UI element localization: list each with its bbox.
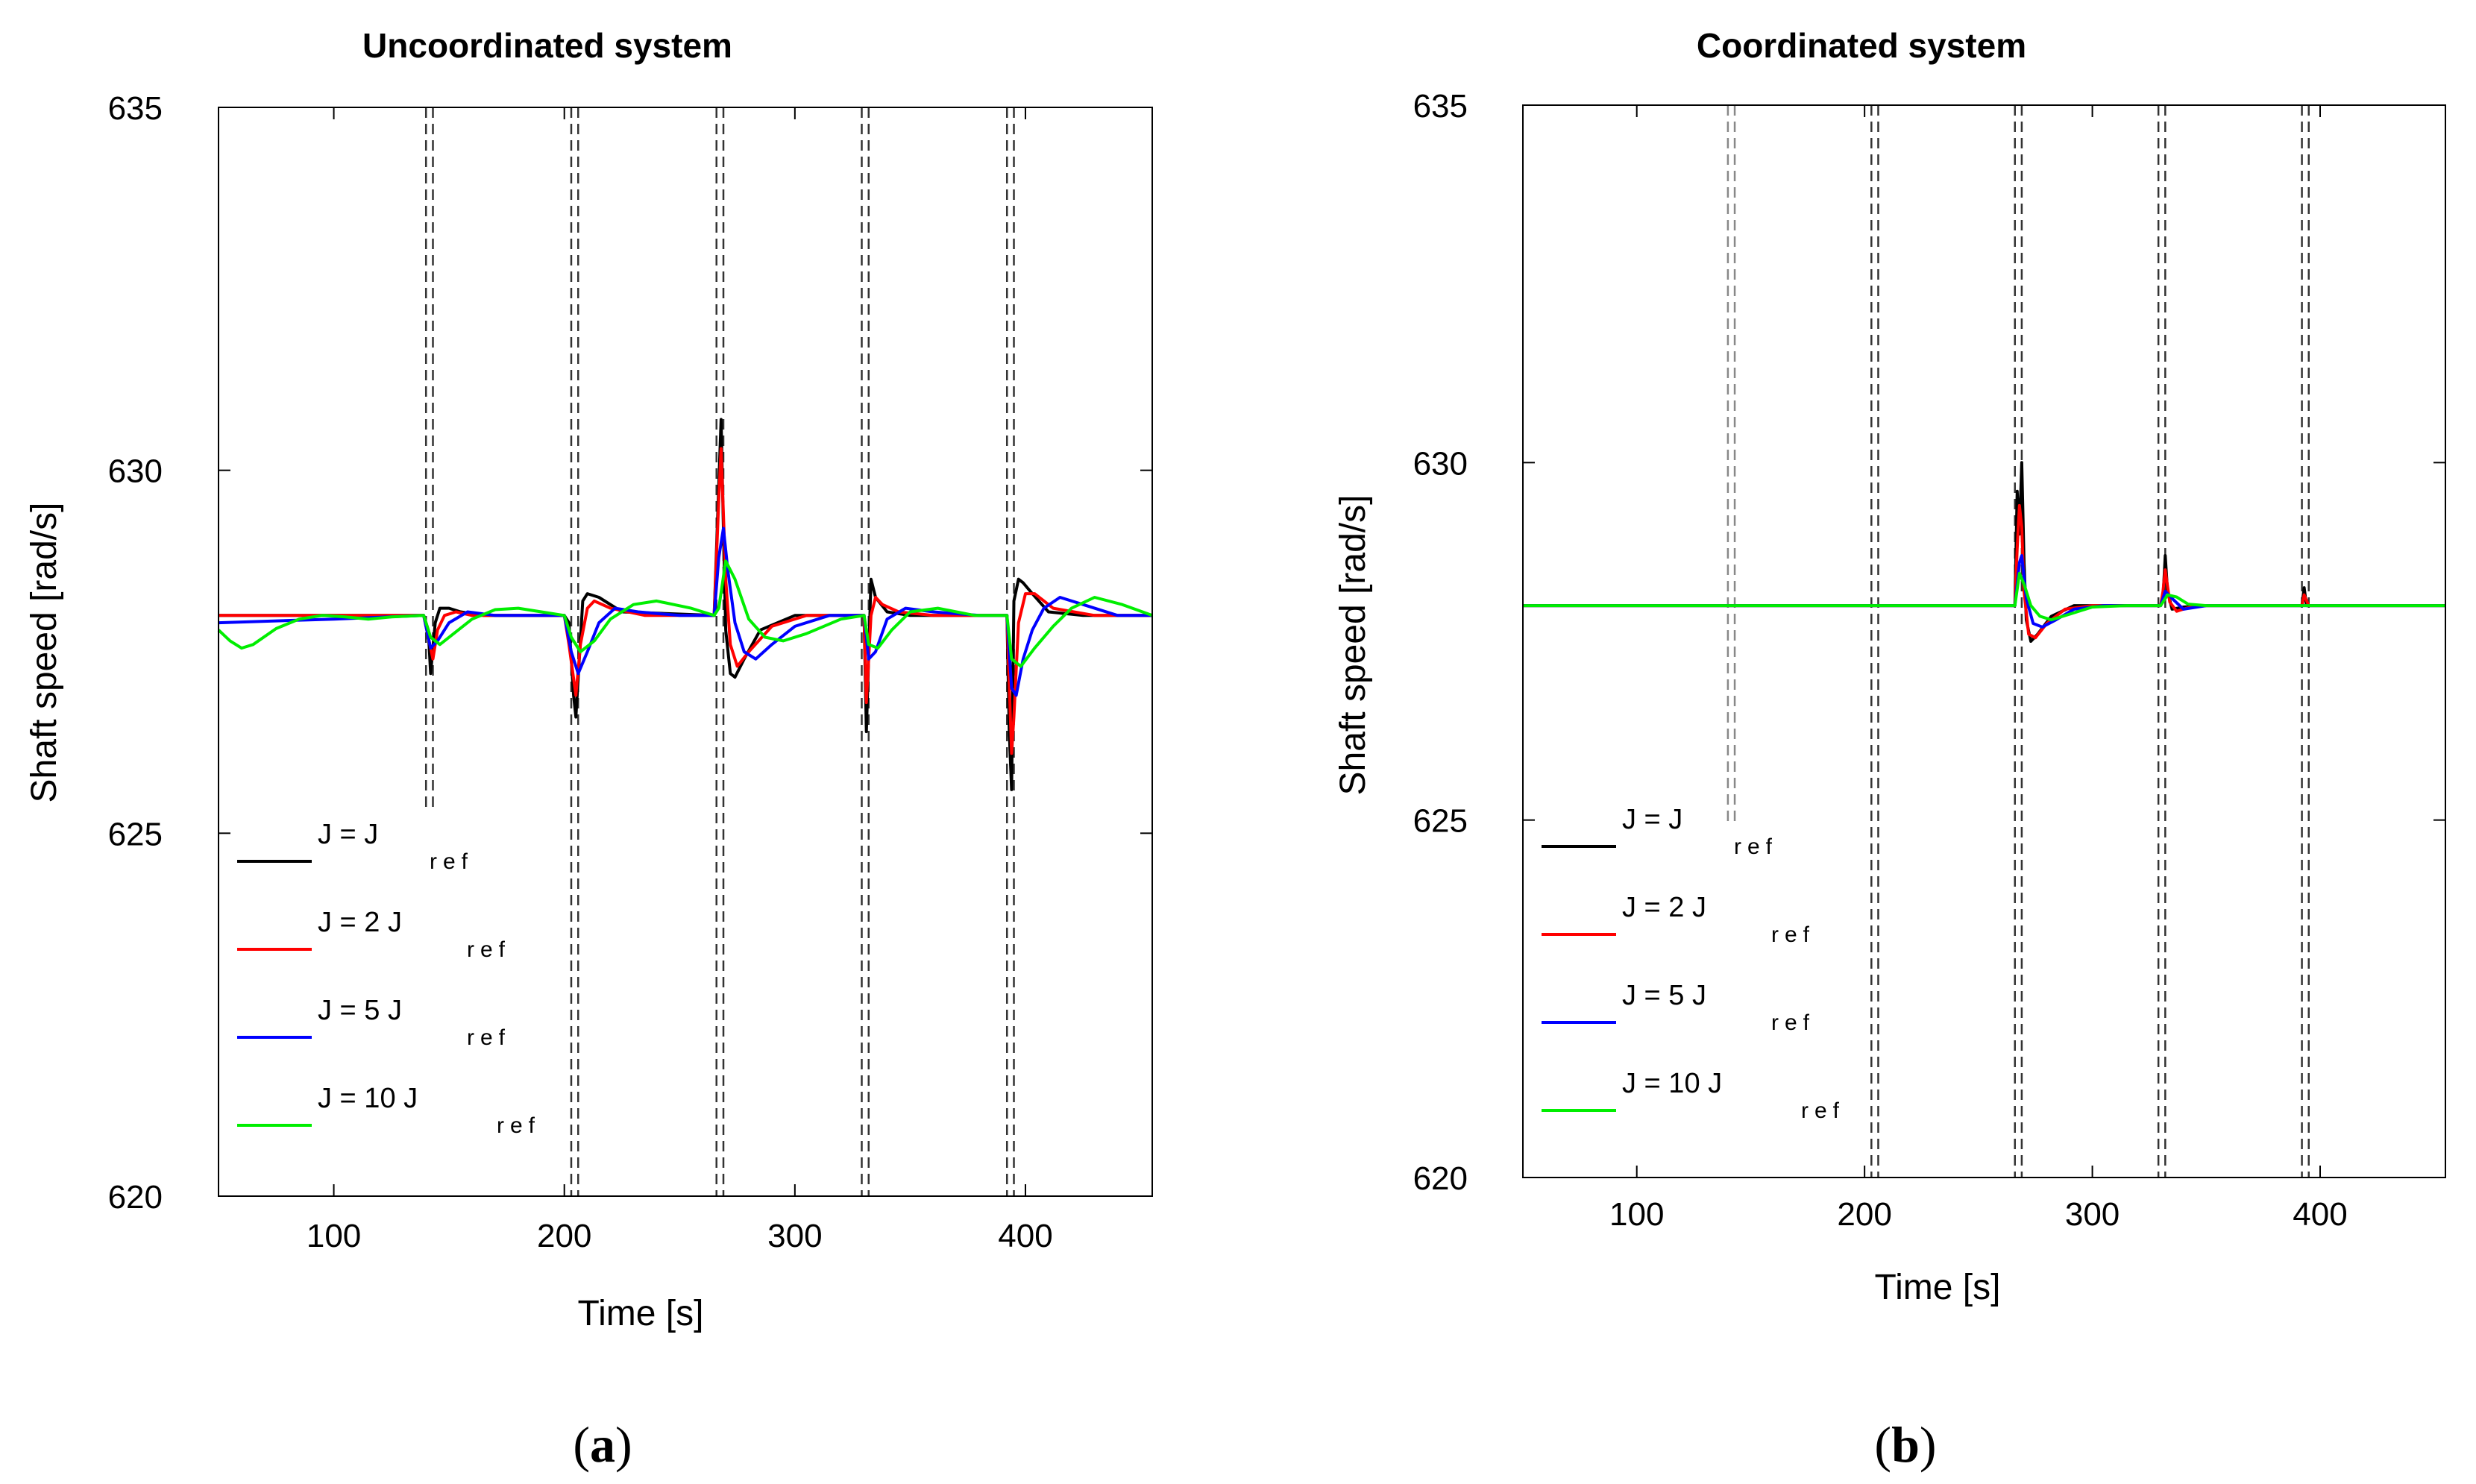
chart-title: Uncoordinated system [362,26,732,65]
series-line [1523,571,2445,622]
legend-label: J = 2 J [318,907,402,938]
x-axis-label: Time [s] [1875,1268,2001,1307]
x-axis-label: Time [s] [578,1294,704,1333]
series-line [219,447,1152,755]
chart-title: Coordinated system [1697,26,2026,65]
y-tick-label: 620 [108,1179,163,1216]
y-tick-label: 635 [108,90,163,127]
legend-subscript: ref [1734,834,1778,859]
y-tick-label: 625 [1413,803,1468,840]
legend-label: J = J [1622,804,1682,835]
legend-label: J = 10 J [318,1083,418,1114]
legend-subscript: ref [467,937,511,962]
x-tick-label: 200 [1837,1196,1891,1233]
legend-subscript: ref [467,1025,511,1050]
legend-label: J = 5 J [1622,980,1706,1011]
y-tick-label: 630 [1413,445,1468,482]
series-line [1523,461,2445,643]
y-tick-label: 635 [1413,88,1468,125]
panel-letter: a [590,1416,615,1473]
plot-frame [218,107,1153,1197]
x-tick-label: 300 [2065,1196,2120,1233]
y-axis-label: Shaft speed [rad/s] [25,503,64,803]
series-line [217,559,1153,668]
legend-label: J = J [318,819,378,850]
y-axis-label: Shaft speed [rad/s] [1333,495,1373,796]
x-tick-label: 100 [307,1218,361,1254]
x-tick-label: 100 [1609,1196,1664,1233]
legend-label: J = 5 J [318,995,402,1026]
panel-label: (a) [573,1416,632,1473]
series-line [218,526,1152,697]
x-tick-label: 400 [998,1218,1052,1254]
chart-coordinated: Coordinated system 100 200 300 400 620 625 630… [1333,26,2446,1473]
panel-letter: b [1891,1416,1920,1473]
chart-uncoordinated: Uncoordinated system 100 200 300 400 620 625 6… [25,26,1153,1473]
x-tick-label: 300 [767,1218,822,1254]
legend-label: J = 10 J [1622,1068,1722,1099]
series-line [1523,554,2445,629]
y-tick-label: 625 [108,816,163,852]
y-tick-label: 620 [1413,1160,1468,1197]
x-tick-label: 200 [537,1218,591,1254]
plot-frame [1522,104,2446,1178]
legend-subscript: ref [430,849,474,874]
legend-subscript: ref [1801,1098,1845,1123]
series-line [1523,503,2445,640]
x-tick-label: 400 [2293,1196,2347,1233]
y-tick-label: 630 [108,453,163,490]
legend-subscript: ref [1771,922,1815,947]
legend-subscript: ref [1771,1010,1815,1035]
legend-subscript: ref [497,1113,541,1138]
panel-label: (b) [1874,1416,1936,1473]
legend-label: J = 2 J [1622,892,1706,923]
